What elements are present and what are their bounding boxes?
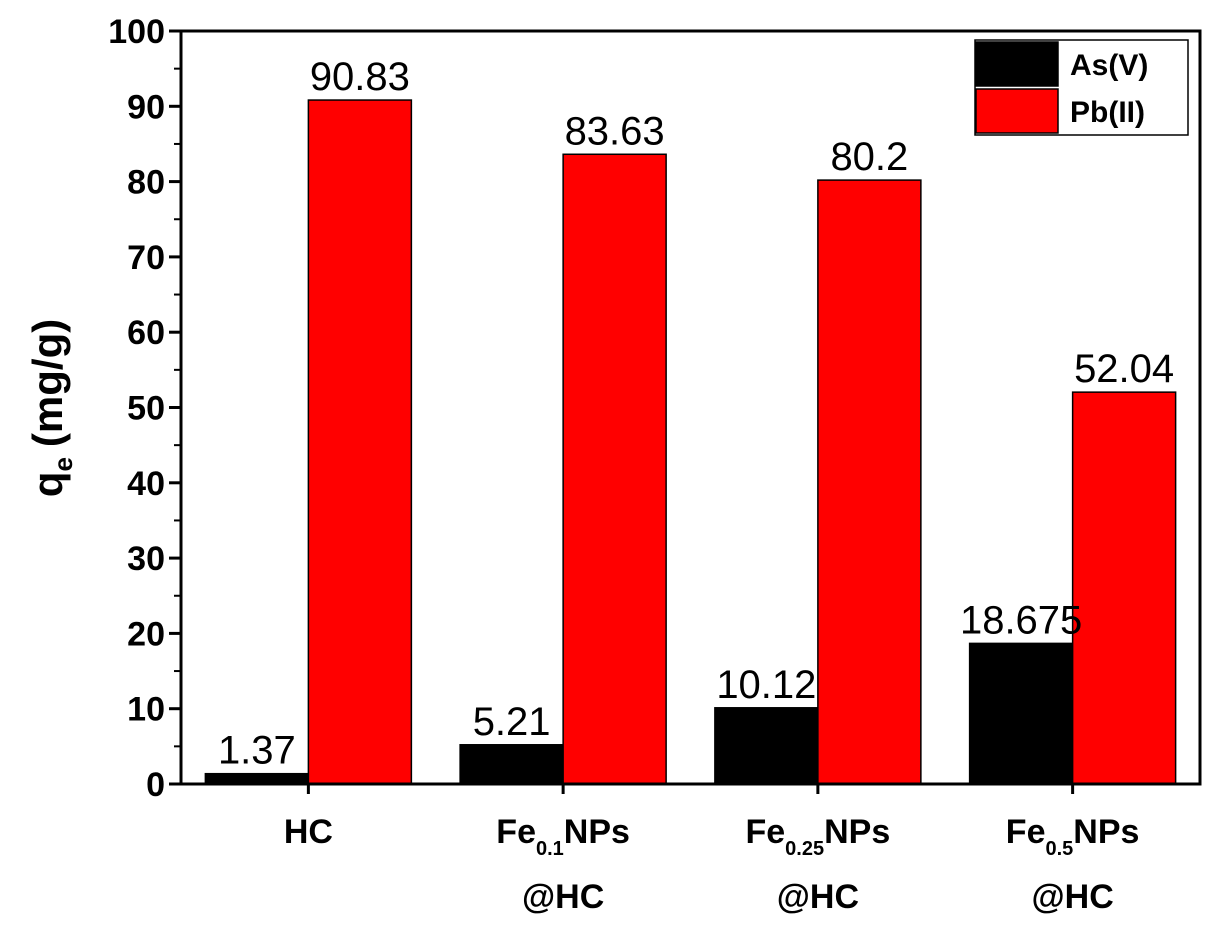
x-category-label-subscript: 0.25 — [785, 838, 824, 860]
data-label-as-v: 10.12 — [716, 663, 816, 707]
data-label-pb-ii: 80.2 — [830, 135, 908, 179]
bar-as-v — [204, 772, 310, 785]
x-category-label: Fe0.5NPs — [1006, 813, 1140, 860]
data-label-as-v: 18.675 — [960, 598, 1082, 642]
data-label-as-v: 1.37 — [218, 729, 296, 773]
y-axis-title: qe (mg/g) — [24, 319, 78, 497]
y-axis-title-main: q — [24, 472, 71, 498]
x-category-label: Fe0.1NPs — [496, 813, 630, 860]
y-tick-label: 40 — [127, 465, 165, 503]
x-category-label-line2: @HC — [1031, 878, 1113, 916]
x-category-label-line2: @HC — [522, 878, 604, 916]
y-tick-label: 50 — [127, 390, 165, 428]
data-label-pb-ii: 90.83 — [310, 55, 410, 99]
y-tick-label: 90 — [127, 88, 165, 126]
bar-as-v — [714, 707, 819, 785]
legend-label-pb-ii: Pb(II) — [1070, 96, 1145, 129]
y-tick-label: 30 — [127, 540, 165, 578]
x-category-label-line2: @HC — [777, 878, 859, 916]
bar-pb-ii — [817, 179, 922, 785]
x-category-label-prefix: Fe — [745, 813, 785, 851]
x-category-label-suffix: NPs — [1073, 813, 1139, 851]
x-category-label-prefix: Fe — [1006, 813, 1046, 851]
bar-as-v — [968, 642, 1074, 785]
y-tick-label: 80 — [127, 164, 165, 202]
x-category-label: HC — [284, 813, 333, 851]
x-category-label-subscript: 0.5 — [1045, 838, 1073, 860]
data-label-as-v: 5.21 — [473, 700, 551, 744]
x-category-label-prefix: Fe — [496, 813, 536, 851]
bar-pb-ii — [307, 99, 413, 785]
y-tick-label: 10 — [127, 691, 165, 729]
bar-pb-ii — [562, 153, 667, 785]
svg-text:qe(mg/g): qe (mg/g) — [24, 319, 78, 497]
legend: As(V) Pb(II) — [974, 39, 1189, 136]
data-label-pb-ii: 52.04 — [1074, 347, 1174, 391]
y-tick-label: 100 — [108, 13, 165, 51]
legend-swatch-pb-ii — [975, 88, 1059, 134]
y-tick-label: 70 — [127, 239, 165, 277]
x-category-label-subscript: 0.1 — [536, 838, 564, 860]
legend-swatch-as-v — [975, 41, 1059, 87]
data-label-pb-ii: 83.63 — [565, 109, 665, 153]
y-tick-label: 0 — [146, 766, 165, 804]
x-category-label-suffix: NPs — [824, 813, 890, 851]
x-category-label-suffix: NPs — [564, 813, 630, 851]
y-axis-title-unit: (mg/g) — [24, 319, 71, 447]
bar-as-v — [459, 744, 564, 785]
y-axis-title-subscript: e — [48, 457, 78, 471]
y-tick-label: 60 — [127, 314, 165, 352]
x-category-label: Fe0.25NPs — [745, 813, 890, 860]
legend-label-as-v: As(V) — [1070, 49, 1148, 82]
y-tick-label: 20 — [127, 615, 165, 653]
bar-pb-ii — [1071, 391, 1177, 785]
x-category-label-prefix: HC — [284, 813, 333, 851]
